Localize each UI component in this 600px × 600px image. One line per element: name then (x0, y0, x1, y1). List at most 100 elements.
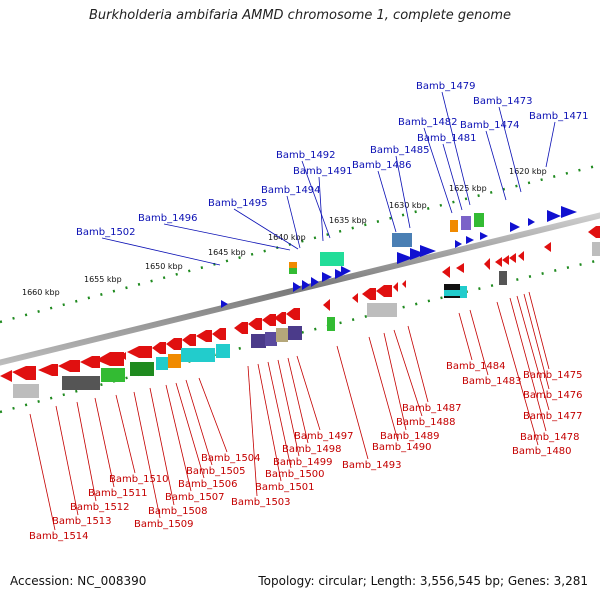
tick-label: 1655 kbp (84, 275, 122, 284)
gene-label[interactable]: Bamb_1491 (293, 166, 353, 177)
gene-label[interactable]: Bamb_1498 (282, 444, 342, 455)
tick-label-layer: 1660 kbp 1655 kbp 1650 kbp 1645 kbp 1640 kbp… (22, 167, 547, 297)
gene-feature (289, 262, 297, 268)
gene-feature (518, 251, 524, 261)
tick-label: 1630 kbp (389, 201, 427, 210)
gene-label[interactable]: Bamb_1482 (398, 117, 458, 128)
tick-label: 1645 kbp (208, 248, 246, 257)
gene-feature (528, 218, 535, 226)
gene-feature (293, 282, 301, 292)
leader-line (286, 195, 301, 249)
gene-label[interactable]: Bamb_1478 (520, 432, 580, 443)
gene-feature (166, 338, 182, 350)
gene-label[interactable]: Bamb_1512 (70, 502, 130, 513)
chromosome-backbone (0, 212, 600, 366)
leader-line (485, 130, 507, 201)
gene-feature (38, 364, 58, 376)
gene-label[interactable]: Bamb_1486 (352, 160, 412, 171)
leader-line (498, 106, 522, 193)
gene-feature (455, 240, 462, 248)
gene-label[interactable]: Bamb_1492 (276, 150, 336, 161)
gene-label[interactable]: Bamb_1507 (165, 492, 225, 503)
gene-label[interactable]: Bamb_1481 (417, 133, 477, 144)
gene-label[interactable]: Bamb_1508 (148, 506, 208, 517)
gene-label[interactable]: Bamb_1474 (460, 120, 520, 131)
tick-label: 1625 kbp (449, 184, 487, 193)
gene-label[interactable]: Bamb_1494 (261, 185, 321, 196)
gene-feature (212, 328, 226, 340)
gene-label[interactable]: Bamb_1502 (76, 227, 136, 238)
gene-label[interactable]: Bamb_1505 (186, 466, 246, 477)
gene-label[interactable]: Bamb_1487 (402, 403, 462, 414)
leader-line (163, 223, 291, 251)
gene-label[interactable]: Bamb_1510 (109, 474, 169, 485)
leader-line (423, 127, 453, 214)
leader-line (545, 121, 556, 168)
gene-label[interactable]: Bamb_1475 (523, 370, 583, 381)
gene-feature (327, 317, 335, 331)
gene-label[interactable]: Bamb_1488 (396, 417, 456, 428)
gene-label[interactable]: Bamb_1500 (265, 469, 325, 480)
leader-line (101, 237, 221, 266)
gene-feature (302, 280, 310, 290)
gene-label[interactable]: Bamb_1503 (231, 497, 291, 508)
gene-feature (196, 330, 212, 342)
leader-line (523, 293, 550, 390)
gene-feature (251, 334, 266, 348)
gene-label[interactable]: Bamb_1493 (342, 460, 402, 471)
gene-feature (392, 233, 412, 247)
leader-line (528, 291, 550, 370)
gene-label[interactable]: Bamb_1484 (446, 361, 506, 372)
leader-line (509, 297, 547, 432)
gene-label[interactable]: Bamb_1485 (370, 145, 430, 156)
leader-line (233, 208, 299, 250)
reverse-gene-features (0, 226, 600, 398)
gene-feature (58, 360, 80, 372)
gene-feature (510, 222, 520, 232)
gene-feature (397, 252, 413, 264)
gene-label[interactable]: Bamb_1501 (255, 482, 315, 493)
gene-label[interactable]: Bamb_1514 (29, 531, 89, 542)
gene-label[interactable]: Bamb_1511 (88, 488, 148, 499)
gene-label[interactable]: Bamb_1479 (416, 81, 476, 92)
tick-label: 1660 kbp (22, 288, 60, 297)
gene-label[interactable]: Bamb_1499 (273, 457, 333, 468)
gene-feature (509, 253, 516, 263)
gene-feature (96, 352, 124, 366)
gene-feature (484, 258, 490, 270)
gene-feature (460, 286, 467, 298)
gene-feature (101, 368, 125, 382)
gene-feature (461, 216, 471, 230)
gene-label[interactable]: Bamb_1483 (462, 376, 522, 387)
gene-feature (352, 293, 358, 303)
leader-line (267, 361, 292, 469)
gene-feature (362, 288, 376, 300)
gene-feature (265, 332, 277, 346)
gene-label[interactable]: Bamb_1495 (208, 198, 268, 209)
gene-label[interactable]: Bamb_1480 (512, 446, 572, 457)
gene-label[interactable]: Bamb_1506 (178, 479, 238, 490)
leader-line (185, 379, 213, 466)
gene-label[interactable]: Bamb_1497 (294, 431, 354, 442)
gene-label[interactable]: Bamb_1471 (529, 111, 589, 122)
gene-label[interactable]: Bamb_1504 (201, 453, 261, 464)
gene-label[interactable]: Bamb_1509 (134, 519, 194, 530)
leader-line (198, 377, 228, 453)
gene-feature (274, 312, 286, 324)
leader-line (301, 160, 331, 239)
leader-line (115, 394, 136, 474)
gene-feature (276, 328, 288, 342)
gene-label[interactable]: Bamb_1473 (473, 96, 533, 107)
gene-label[interactable]: Bamb_1476 (523, 390, 583, 401)
gene-feature (80, 356, 100, 368)
gene-feature (120, 352, 126, 360)
gene-label[interactable]: Bamb_1513 (52, 516, 112, 527)
gene-label[interactable]: Bamb_1477 (523, 411, 583, 422)
gene-label[interactable]: Bamb_1489 (380, 431, 440, 442)
gene-feature (168, 354, 181, 368)
gene-label[interactable]: Bamb_1490 (372, 442, 432, 453)
leader-line (458, 312, 473, 361)
gene-feature (221, 300, 228, 308)
gene-label[interactable]: Bamb_1496 (138, 213, 198, 224)
leader-line (318, 176, 324, 242)
